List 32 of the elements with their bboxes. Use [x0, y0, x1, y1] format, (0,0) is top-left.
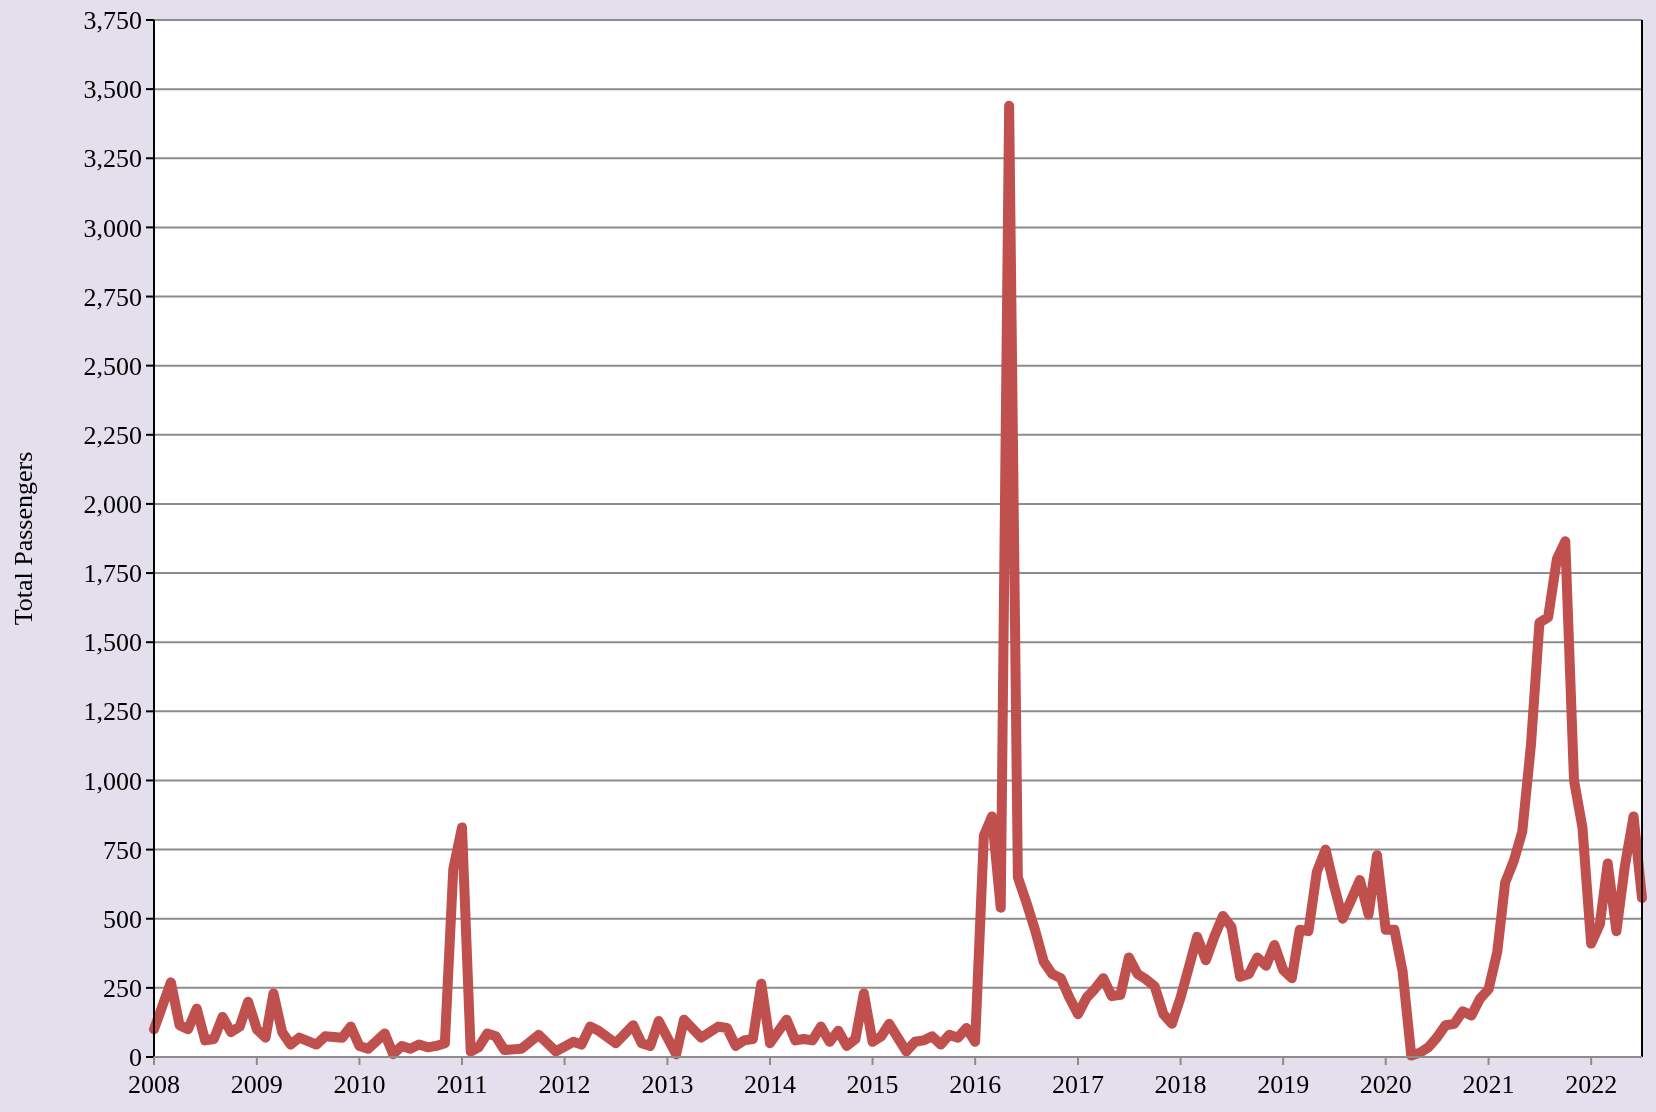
y-tick-label: 1,000 [83, 766, 142, 796]
y-tick-label: 1,750 [83, 559, 142, 589]
x-tick-label: 2021 [1462, 1070, 1515, 1099]
x-tick-label: 2014 [744, 1070, 796, 1099]
x-tick-label: 2022 [1565, 1070, 1618, 1099]
x-tick-label: 2010 [333, 1070, 386, 1099]
y-tick-label: 750 [103, 835, 142, 865]
y-tick-label: 250 [103, 973, 142, 1003]
x-tick-label: 2016 [949, 1070, 1002, 1099]
y-tick-label: 2,750 [83, 282, 142, 312]
y-tick-label: 2,500 [83, 351, 142, 381]
x-tick-label: 2017 [1051, 1070, 1104, 1099]
y-tick-label: 500 [103, 904, 142, 934]
x-tick-label: 2011 [436, 1070, 488, 1099]
y-tick-label: 3,500 [83, 75, 142, 105]
y-tick-label: 3,750 [83, 6, 142, 36]
y-tick-label: 2,000 [83, 490, 142, 520]
x-tick-label: 2012 [538, 1070, 591, 1099]
y-tick-label: 1,500 [83, 628, 142, 658]
x-tick-label: 2020 [1359, 1070, 1412, 1099]
y-tick-label: 3,250 [83, 144, 142, 174]
y-tick-label: 2,250 [83, 420, 142, 450]
x-tick-label: 2015 [846, 1070, 899, 1099]
y-tick-label: 3,000 [83, 213, 142, 243]
y-tick-label: 1,250 [83, 697, 142, 727]
y-axis-title: Total Passengers [9, 451, 38, 626]
y-tick-label: 0 [129, 1043, 142, 1073]
x-tick-label: 2008 [128, 1070, 180, 1099]
x-tick-label: 2019 [1257, 1070, 1310, 1099]
x-tick-label: 2013 [641, 1070, 694, 1099]
x-tick-label: 2018 [1154, 1070, 1207, 1099]
x-tick-label: 2009 [230, 1070, 283, 1099]
